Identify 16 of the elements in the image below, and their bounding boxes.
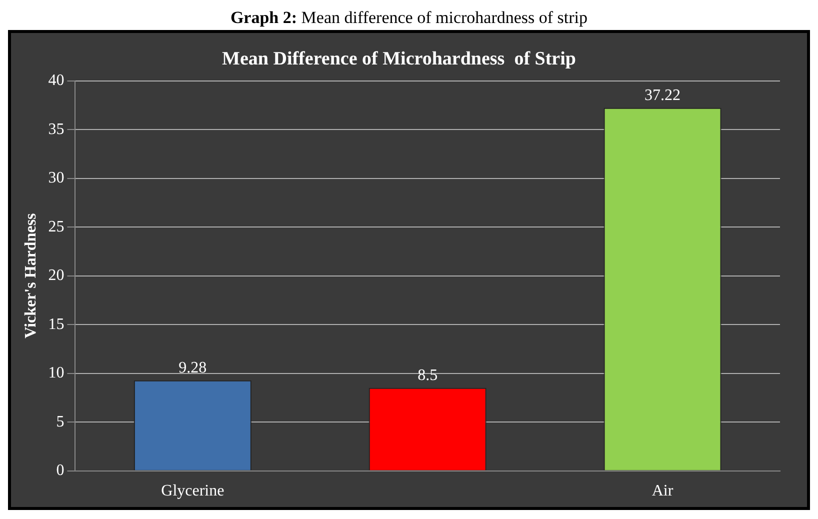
y-tick-label: 25 (48, 218, 64, 236)
y-tick-label: 15 (48, 316, 64, 333)
y-tick-label: 5 (56, 413, 64, 430)
y-tick-label: 40 (48, 72, 64, 90)
y-tick-label: 0 (56, 462, 64, 480)
y-tick-label: 10 (48, 364, 64, 382)
y-axis-title: Vicker's Hardness (22, 213, 40, 338)
caption: Graph 2: Mean difference of microhardness of strip (230, 8, 588, 27)
x-tick-label: Glycerine (161, 482, 224, 500)
x-tick-label: Air (652, 482, 674, 500)
y-tick-label: 35 (48, 120, 64, 138)
data-label: 9.28 (178, 360, 207, 377)
data-label: 37.22 (644, 87, 681, 104)
y-tick-label: 20 (48, 267, 64, 284)
y-tick-label: 30 (48, 170, 64, 187)
chart-title: Mean Difference of Microhardness of Strip (222, 48, 576, 70)
